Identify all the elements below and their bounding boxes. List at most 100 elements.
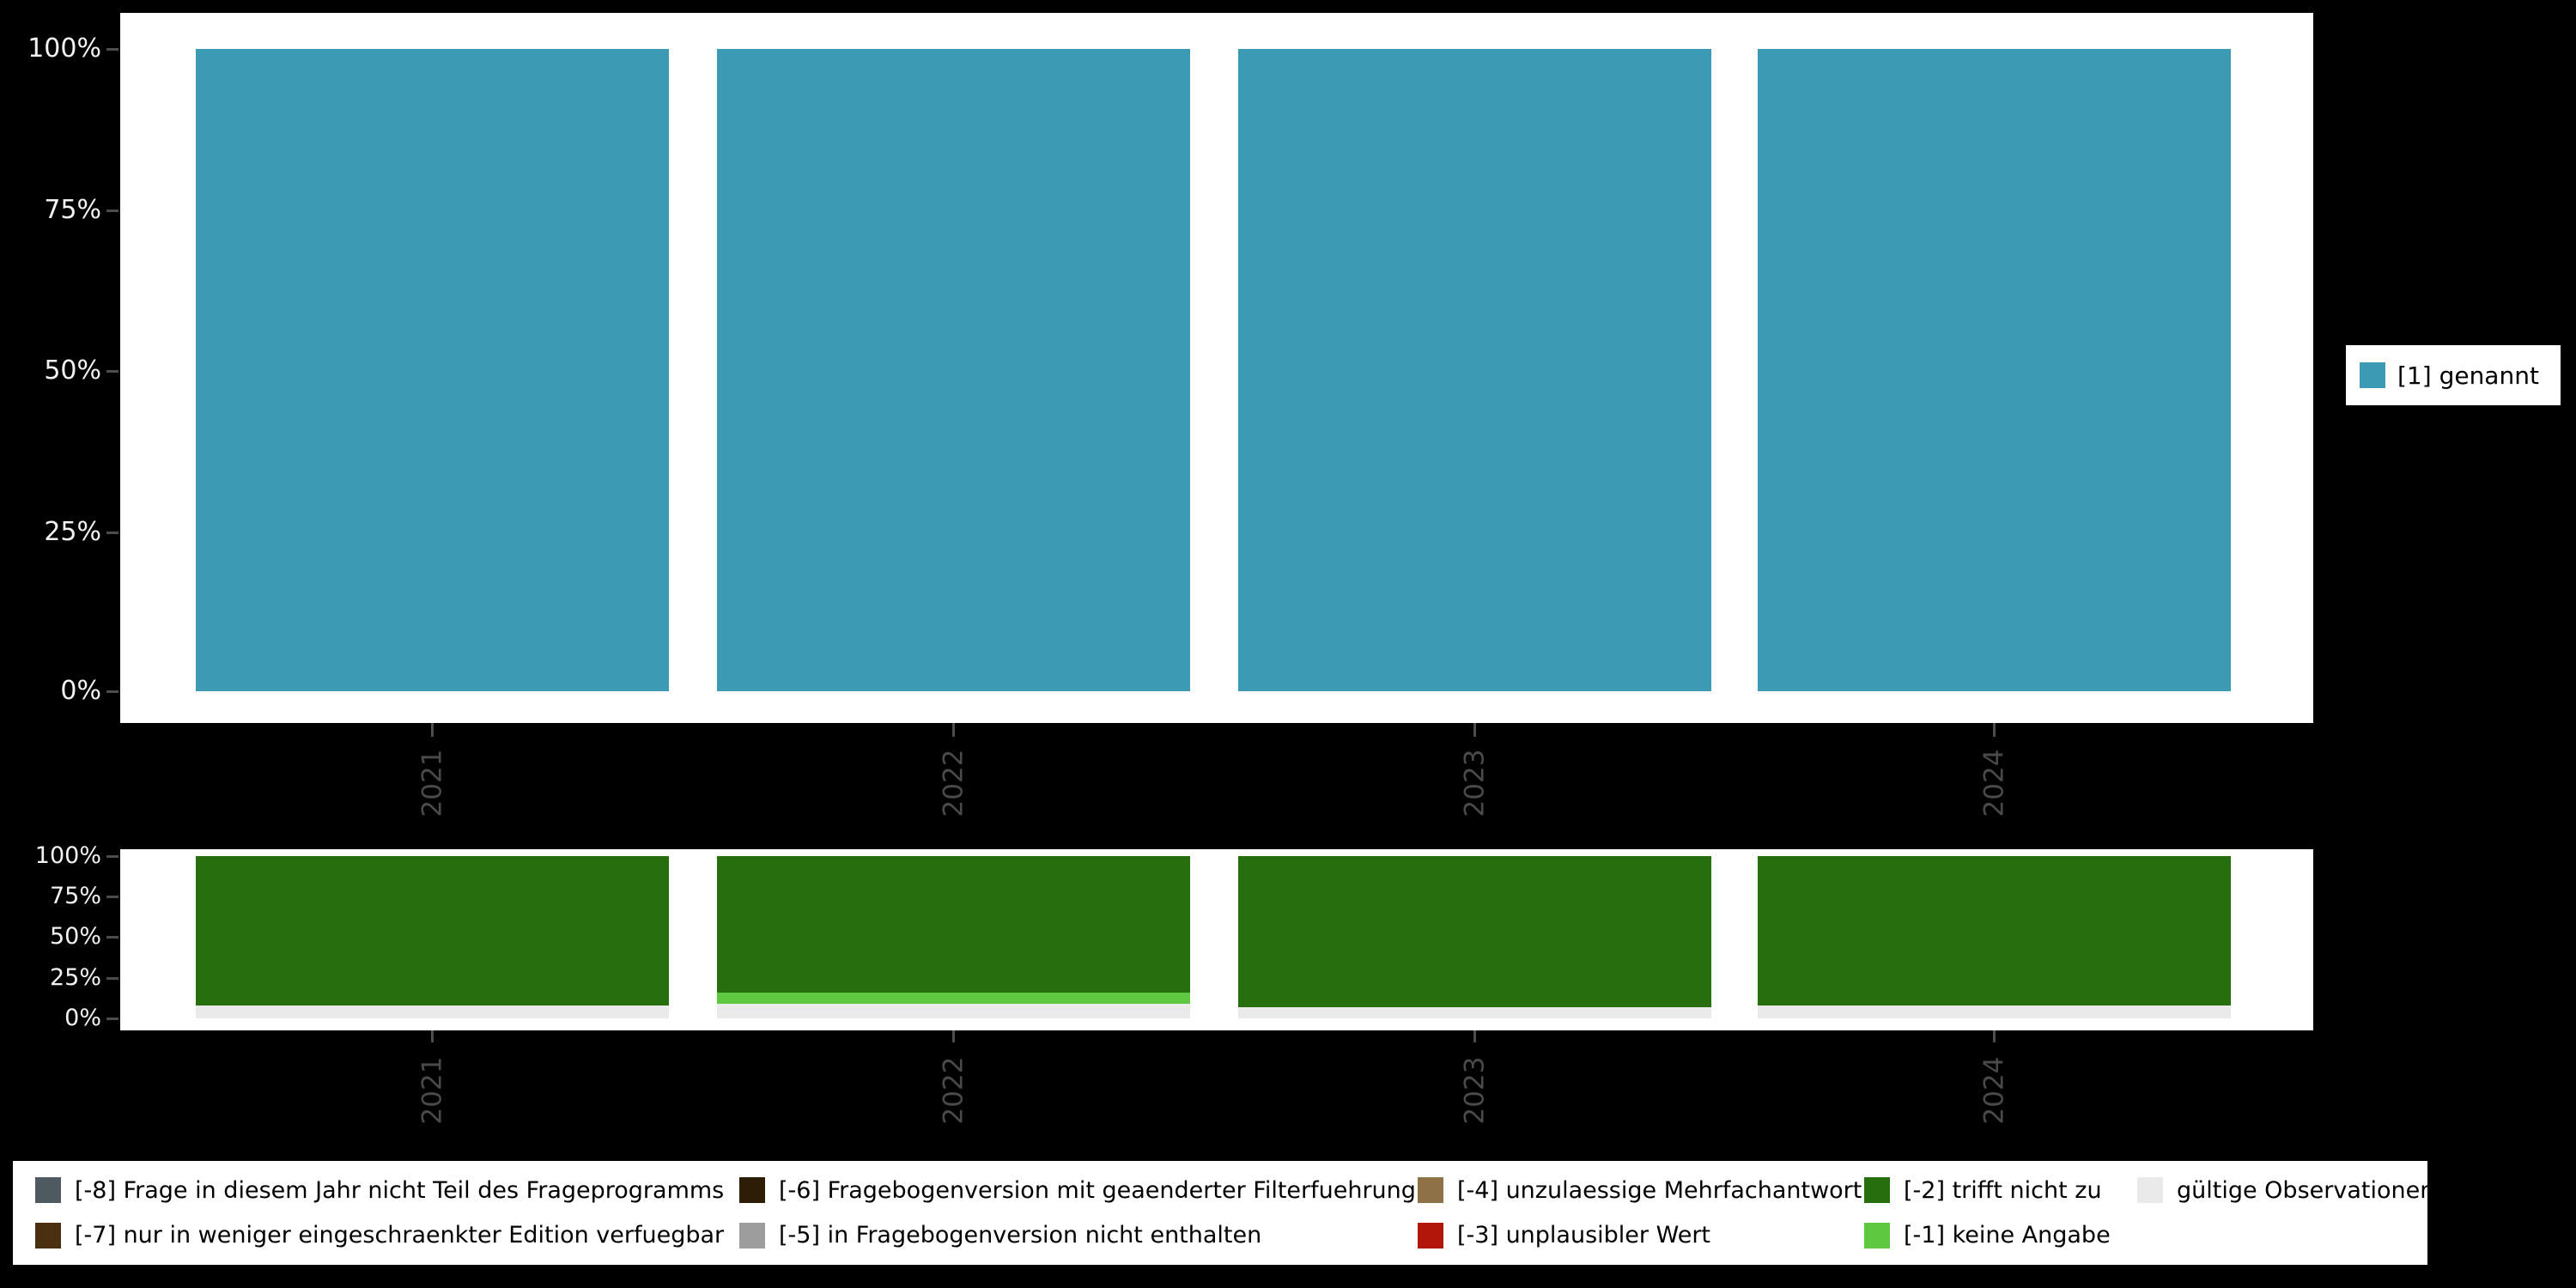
legend-swatch xyxy=(739,1222,765,1249)
y-axis-label: 0% xyxy=(64,1005,101,1031)
x-axis-label: 2021 xyxy=(380,735,483,831)
top-bar-2024 xyxy=(1758,49,2231,691)
bottom-bar-2021 xyxy=(196,856,669,1018)
y-axis-label: 100% xyxy=(34,842,101,869)
legend-swatch xyxy=(1864,1177,1890,1204)
y-axis-tick xyxy=(106,1018,118,1020)
stacked-bar xyxy=(196,856,669,1018)
x-axis-tick xyxy=(952,723,955,737)
y-axis-label: 25% xyxy=(44,517,101,547)
x-axis-tick xyxy=(1473,1030,1476,1042)
legend-item-code-minus-2: [-2] trifft nicht zu xyxy=(1864,1177,2137,1204)
segment-gueltige-observationen xyxy=(1758,1005,2231,1018)
legend-swatch xyxy=(35,1222,61,1249)
x-axis-label: 2022 xyxy=(902,735,1005,831)
legend-label: [-8] Frage in diesem Jahr nicht Teil des… xyxy=(75,1176,725,1204)
legend-swatch xyxy=(2137,1177,2163,1204)
legend-swatch-genannt xyxy=(2360,362,2385,388)
y-axis-label: 75% xyxy=(44,195,101,225)
legend-label: [-2] trifft nicht zu xyxy=(1904,1176,2102,1204)
bottom-chart-plot-area xyxy=(120,856,2313,1018)
top-bar-2021 xyxy=(196,49,669,691)
bottom-bar-2024 xyxy=(1758,856,2231,1018)
y-axis-label: 75% xyxy=(49,883,101,909)
x-axis-label: 2024 xyxy=(1942,1042,2045,1139)
top-chart-legend: [1] genannt xyxy=(2346,345,2561,405)
bottom-chart-legend: [-8] Frage in diesem Jahr nicht Teil des… xyxy=(13,1161,2434,1265)
bar-segment-genannt xyxy=(1238,49,1711,691)
y-axis-tick xyxy=(106,532,118,534)
top-bar-2023 xyxy=(1238,49,1711,691)
top-chart-plot-area xyxy=(120,49,2313,691)
segment-trifft-nicht-zu xyxy=(717,856,1190,993)
top-bar-2022 xyxy=(717,49,1190,691)
x-axis-label-text: 2022 xyxy=(938,1056,969,1125)
legend-swatch xyxy=(35,1177,61,1204)
bottom-bar-2022 xyxy=(717,856,1190,1018)
legend-row: [-7] nur in weniger eingeschraenkter Edi… xyxy=(35,1222,2419,1249)
y-axis-tick xyxy=(106,855,118,858)
x-axis-label-text: 2024 xyxy=(1978,1056,2009,1125)
segment-gueltige-observationen xyxy=(196,1005,669,1018)
legend-label: [-1] keine Angabe xyxy=(1904,1222,2111,1249)
legend-item-code-minus-4: [-4] unzulaessige Mehrfachantwort xyxy=(1418,1177,1864,1204)
legend-label: [-3] unplausibler Wert xyxy=(1457,1222,1711,1249)
segment-keine-angabe xyxy=(717,992,1190,1004)
legend-label: [-4] unzulaessige Mehrfachantwort xyxy=(1457,1176,1862,1204)
x-axis-label-text: 2021 xyxy=(416,749,447,817)
y-axis-tick xyxy=(106,977,118,980)
legend-swatch xyxy=(1864,1222,1890,1249)
legend-label: [-6] Fragebogenversion mit geaenderter F… xyxy=(779,1176,1416,1204)
x-axis-label: 2024 xyxy=(1942,735,2045,831)
legend-item-code-minus-6: [-6] Fragebogenversion mit geaenderter F… xyxy=(739,1177,1418,1204)
y-axis-label: 50% xyxy=(49,923,101,950)
x-axis-label-text: 2022 xyxy=(938,749,969,817)
y-axis-tick xyxy=(106,370,118,373)
bottom-bar-2023 xyxy=(1238,856,1711,1018)
y-axis-tick xyxy=(106,936,118,939)
x-axis-label-text: 2024 xyxy=(1978,749,2009,817)
legend-item-code-minus-5: [-5] in Fragebogenversion nicht enthalte… xyxy=(739,1222,1418,1249)
legend-row: [-8] Frage in diesem Jahr nicht Teil des… xyxy=(35,1176,2434,1204)
x-axis-tick xyxy=(952,1030,955,1042)
segment-gueltige-observationen xyxy=(1238,1006,1711,1018)
bar-segment-genannt xyxy=(196,49,669,691)
bar-segment-genannt xyxy=(717,49,1190,691)
x-axis-label: 2022 xyxy=(902,1042,1005,1139)
y-axis-label: 0% xyxy=(60,676,101,706)
y-axis-label: 25% xyxy=(49,964,101,991)
legend-swatch xyxy=(739,1177,765,1204)
y-axis-tick xyxy=(106,48,118,51)
y-axis-tick xyxy=(106,210,118,212)
x-axis-label: 2023 xyxy=(1423,735,1526,831)
x-axis-tick xyxy=(431,1030,434,1042)
legend-item-code-minus-3: [-3] unplausibler Wert xyxy=(1418,1222,1864,1249)
x-axis-label-text: 2021 xyxy=(416,1056,447,1125)
y-axis-label: 100% xyxy=(27,33,101,64)
segment-trifft-nicht-zu xyxy=(196,856,669,1005)
legend-item-code-minus-1: [-1] keine Angabe xyxy=(1864,1222,2137,1249)
legend-item-code-minus-7: [-7] nur in weniger eingeschraenkter Edi… xyxy=(35,1222,739,1249)
legend-label: [1] genannt xyxy=(2397,361,2539,390)
legend-label: gültige Observationen xyxy=(2177,1176,2435,1204)
y-axis-tick xyxy=(106,896,118,898)
legend-label: [-5] in Fragebogenversion nicht enthalte… xyxy=(779,1222,1262,1249)
stacked-bar xyxy=(1238,856,1711,1018)
segment-gueltige-observationen xyxy=(717,1004,1190,1018)
y-axis-tick xyxy=(106,690,118,693)
legend-swatch xyxy=(1418,1222,1443,1249)
x-axis-tick xyxy=(1473,723,1476,737)
stacked-bar xyxy=(1758,856,2231,1018)
x-axis-label-text: 2023 xyxy=(1459,749,1490,817)
stacked-bar xyxy=(717,856,1190,1018)
segment-trifft-nicht-zu xyxy=(1758,856,2231,1005)
x-axis-tick xyxy=(431,723,434,737)
x-axis-tick xyxy=(1993,723,1996,737)
bar-segment-genannt xyxy=(1758,49,2231,691)
legend-label: [-7] nur in weniger eingeschraenkter Edi… xyxy=(75,1222,725,1249)
y-axis-label: 50% xyxy=(44,355,101,386)
segment-trifft-nicht-zu xyxy=(1238,856,1711,1007)
x-axis-label: 2021 xyxy=(380,1042,483,1139)
legend-item-gueltige-observationen: gültige Observationen xyxy=(2137,1177,2434,1204)
